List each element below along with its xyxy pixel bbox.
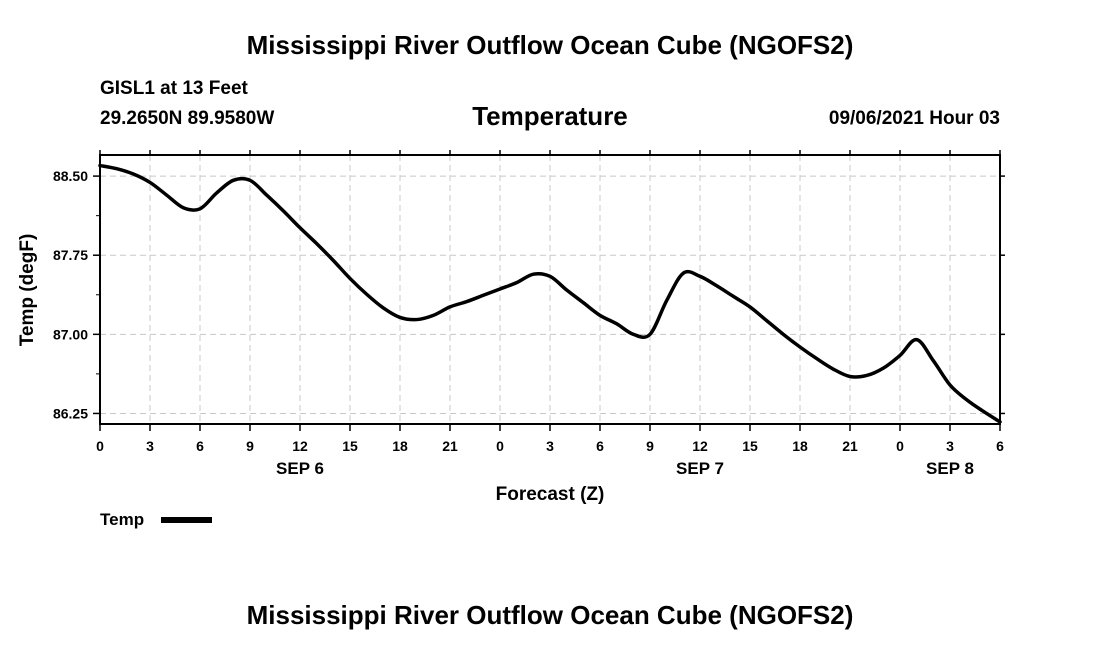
x-tick-label: 21 <box>842 438 858 454</box>
date-label: SEP 8 <box>926 459 974 478</box>
y-tick-label: 87.75 <box>53 247 88 263</box>
x-tick-label: 3 <box>546 438 554 454</box>
x-tick-label: 9 <box>646 438 654 454</box>
x-tick-label: 0 <box>496 438 504 454</box>
forecast-datetime: 09/06/2021 Hour 03 <box>829 108 1000 129</box>
x-axis-label: Forecast (Z) <box>496 484 605 505</box>
x-tick-label: 0 <box>896 438 904 454</box>
y-tick-label: 88.50 <box>53 168 88 184</box>
y-axis-label: Temp (degF) <box>17 234 38 347</box>
footer-title: Mississippi River Outflow Ocean Cube (NG… <box>247 600 854 630</box>
x-tick-label: 0 <box>96 438 104 454</box>
x-tick-label: 3 <box>146 438 154 454</box>
x-tick-label: 6 <box>596 438 604 454</box>
x-tick-label: 6 <box>196 438 204 454</box>
variable-title: Temperature <box>472 101 628 131</box>
legend-label: Temp <box>100 510 144 529</box>
x-tick-label: 18 <box>392 438 408 454</box>
y-tick-label: 86.25 <box>53 405 88 421</box>
x-tick-label: 15 <box>342 438 358 454</box>
x-tick-label: 9 <box>246 438 254 454</box>
series-line-temp <box>98 163 1002 424</box>
axis-layer: 0 3 6 9 12 15 18 21 0 3 6 9 12 15 18 21 0 3 6 86.25 87.00 87.… <box>53 150 1005 478</box>
x-tick-label: 21 <box>442 438 458 454</box>
x-tick-label: 3 <box>946 438 954 454</box>
date-label: SEP 7 <box>676 459 724 478</box>
x-tick-label: 18 <box>792 438 808 454</box>
date-label: SEP 6 <box>276 459 324 478</box>
location-label: 29.2650N 89.9580W <box>100 108 274 129</box>
x-tick-label: 6 <box>996 438 1004 454</box>
x-tick-label: 12 <box>692 438 708 454</box>
series-layer <box>98 163 1002 424</box>
y-tick-label: 87.00 <box>53 326 88 342</box>
x-tick-label: 15 <box>742 438 758 454</box>
station-label: GISL1 at 13 Feet <box>100 78 249 99</box>
chart-title: Mississippi River Outflow Ocean Cube (NG… <box>247 30 854 60</box>
grid-layer <box>100 155 1000 424</box>
x-tick-label: 12 <box>292 438 308 454</box>
